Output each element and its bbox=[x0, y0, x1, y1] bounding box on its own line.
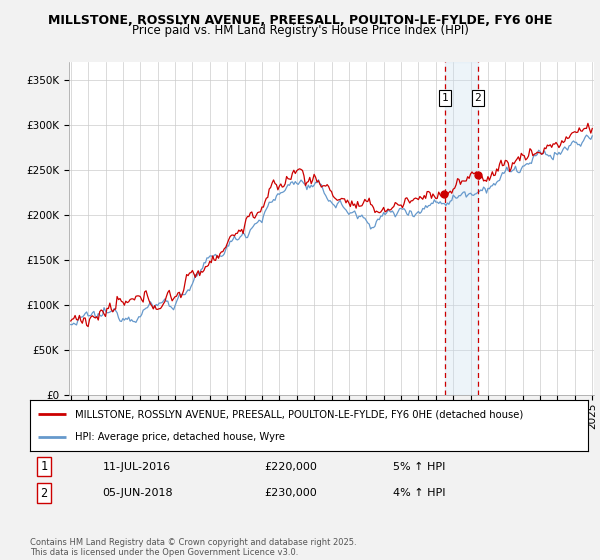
Text: Contains HM Land Registry data © Crown copyright and database right 2025.
This d: Contains HM Land Registry data © Crown c… bbox=[30, 538, 356, 557]
Text: 5% ↑ HPI: 5% ↑ HPI bbox=[392, 461, 445, 472]
Text: £220,000: £220,000 bbox=[265, 461, 317, 472]
Text: 4% ↑ HPI: 4% ↑ HPI bbox=[392, 488, 445, 498]
Text: Price paid vs. HM Land Registry's House Price Index (HPI): Price paid vs. HM Land Registry's House … bbox=[131, 24, 469, 37]
Text: 2: 2 bbox=[475, 94, 481, 103]
Text: MILLSTONE, ROSSLYN AVENUE, PREESALL, POULTON-LE-FYLDE, FY6 0HE (detached house): MILLSTONE, ROSSLYN AVENUE, PREESALL, POU… bbox=[74, 409, 523, 419]
Text: 2: 2 bbox=[40, 487, 47, 500]
Text: MILLSTONE, ROSSLYN AVENUE, PREESALL, POULTON-LE-FYLDE, FY6 0HE: MILLSTONE, ROSSLYN AVENUE, PREESALL, POU… bbox=[48, 14, 552, 27]
Text: 1: 1 bbox=[442, 94, 448, 103]
Text: HPI: Average price, detached house, Wyre: HPI: Average price, detached house, Wyre bbox=[74, 432, 284, 442]
Text: 1: 1 bbox=[40, 460, 47, 473]
Text: 05-JUN-2018: 05-JUN-2018 bbox=[103, 488, 173, 498]
Text: £230,000: £230,000 bbox=[265, 488, 317, 498]
Text: 11-JUL-2016: 11-JUL-2016 bbox=[103, 461, 170, 472]
Bar bbox=[445, 62, 478, 395]
